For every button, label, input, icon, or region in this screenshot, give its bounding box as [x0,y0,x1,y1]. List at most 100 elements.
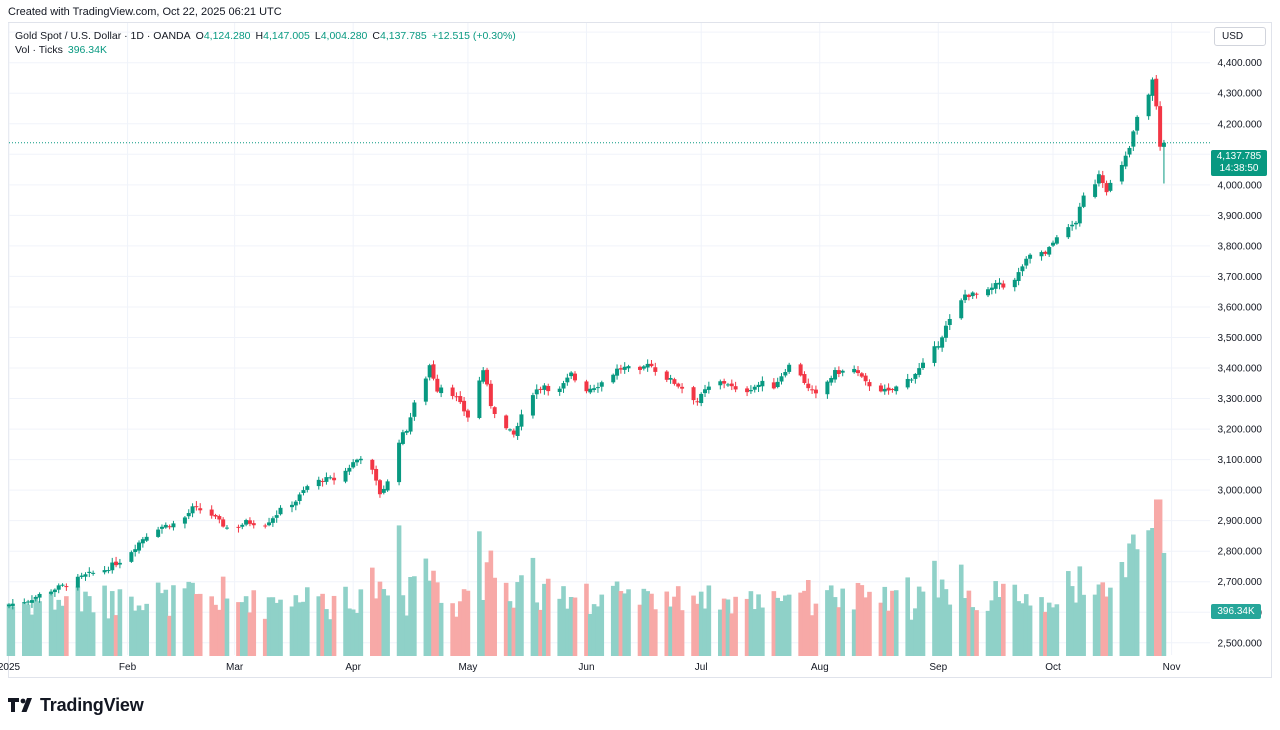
volume-bar [813,603,819,656]
volume-bar [729,613,735,656]
candle-body [1127,147,1132,155]
y-tick-label: 3,700.000 [1218,272,1263,283]
candle-body [886,387,891,391]
candle-body [542,385,547,390]
candle-body [64,586,69,588]
volume-bar [649,593,654,656]
volume-bar [538,609,543,656]
volume-bar [431,570,436,656]
volume-bar [408,577,413,656]
volume-bar [779,601,784,656]
volume-bar [37,601,42,656]
volume-bar [1073,602,1079,656]
candle-body [224,527,229,529]
symbol-title[interactable]: Gold Spot / U.S. Dollar · 1D · OANDA [15,30,191,42]
volume-bar [618,591,624,656]
tradingview-logo[interactable]: TradingView [8,694,144,716]
volume-bar [1096,584,1102,656]
volume-bar [450,603,455,656]
candle-body [943,325,948,338]
volume-bar [236,602,241,656]
volume-bar [213,604,218,656]
volume-bar [370,567,375,656]
volume-bar [568,596,574,656]
volume-bar [385,595,390,656]
candle-body [110,562,115,571]
candle-body [706,386,711,390]
volume-bar [1119,561,1125,656]
volume-bar [87,596,92,656]
candle-body [993,283,998,289]
y-tick-label: 3,000.000 [1218,486,1263,497]
volume-bar [25,604,31,656]
currency-button[interactable]: USD [1214,27,1266,46]
candle-body [878,385,883,392]
volume-bar [412,576,417,656]
legend-ohlc-row: Gold Spot / U.S. Dollar · 1D · OANDA O4,1… [15,29,516,43]
y-tick-label: 3,900.000 [1218,211,1263,222]
candle-body [102,570,107,573]
candle-body [263,525,268,527]
volume-bar [561,586,566,656]
candle-body [882,388,887,392]
close-label: C [372,30,380,42]
candle-body [859,373,864,377]
candle-body [213,514,218,517]
volume-bar [316,596,322,656]
volume-bar [21,602,27,656]
volume-bar [1104,596,1109,656]
candle-body [989,287,994,290]
candle-body [289,504,294,508]
volume-bar [545,578,551,656]
volume-bar [786,594,792,656]
volume-bar [595,606,601,656]
volume-bar [691,595,696,656]
volume-bar [461,589,467,656]
volume-bar [243,596,249,656]
volume-bar [507,601,513,656]
candle-body [588,388,593,393]
volume-bar [1131,534,1136,656]
candle-body [52,589,57,593]
volume-bar [626,589,631,656]
candle-body [240,524,245,527]
volume-bar [29,614,35,656]
volume-bar [106,618,111,656]
volume-bar [916,586,922,656]
candle-body [60,584,65,586]
candle-body [343,470,348,482]
last-volume-tag: 396.34K [1211,604,1261,619]
volume-bar [675,586,681,656]
volume-bar [932,560,937,656]
volume-bar [289,606,295,656]
volume-bar [1153,499,1159,656]
candle-body [664,371,669,380]
volume-bar [1127,543,1132,656]
candle-body [37,593,42,598]
volume-bar [748,591,754,656]
volume-bar [802,590,807,656]
volume-bar [194,594,199,656]
volume-bar [557,598,562,656]
x-tick-label: Nov [1163,662,1181,673]
volume-bar [610,585,616,656]
candle-body [370,459,375,470]
candle-body [1135,116,1140,131]
candle-body [905,378,910,388]
candle-body [561,383,566,389]
volume-bar [664,591,670,656]
y-tick-label: 2,500.000 [1218,638,1263,649]
volume-bar [190,582,195,656]
candle-body [519,414,524,427]
candle-body [400,432,405,444]
candle-body [668,378,673,380]
candle-body [557,388,562,392]
volume-bar [477,531,482,656]
candle-body [385,481,390,491]
candle-body [718,381,723,386]
volume-label[interactable]: Vol · Ticks [15,44,63,56]
candle-body [450,387,455,397]
volume-bar [48,592,54,656]
volume-bar [373,598,379,656]
